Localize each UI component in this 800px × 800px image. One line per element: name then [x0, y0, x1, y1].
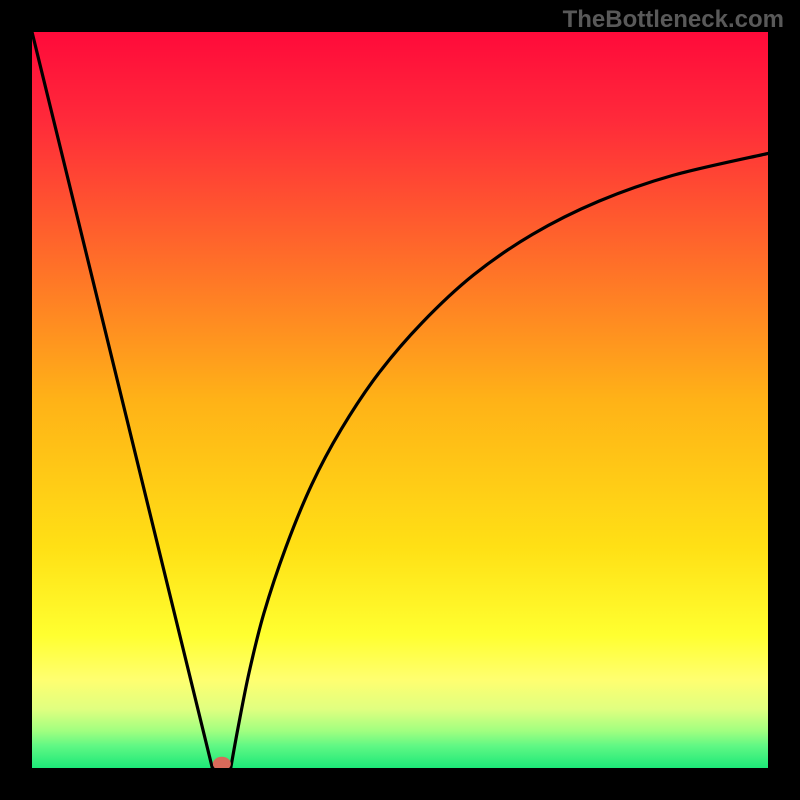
chart-svg [32, 32, 768, 768]
chart-frame: TheBottleneck.com [0, 0, 800, 800]
watermark-text: TheBottleneck.com [563, 6, 784, 34]
plot-area [32, 32, 768, 768]
gradient-background [32, 32, 768, 768]
